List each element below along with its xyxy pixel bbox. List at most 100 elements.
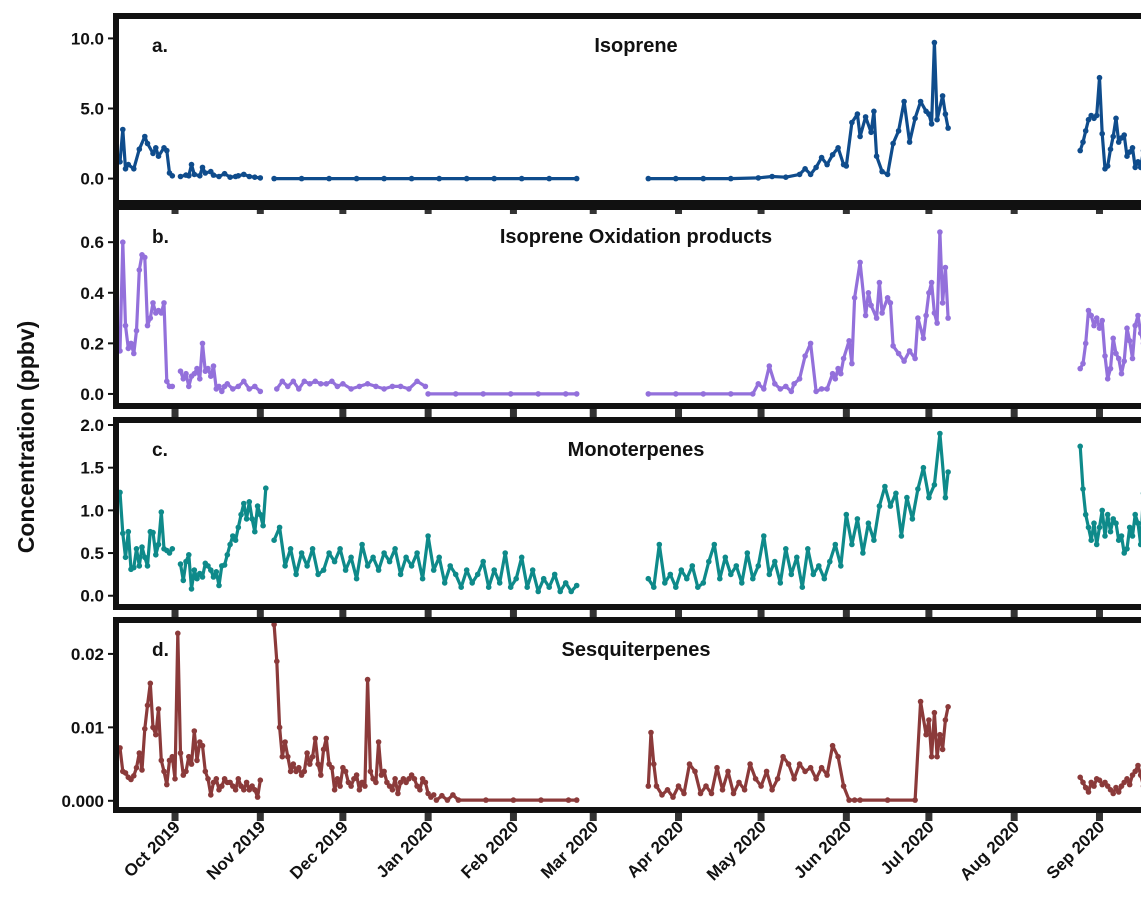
data-point [673,175,679,182]
data-point [232,537,239,543]
data-point [1129,145,1136,151]
data-point [535,391,541,397]
data-point [1113,115,1119,122]
data-point [323,381,330,387]
data-point [821,575,828,582]
data-point [183,558,189,565]
data-point [230,533,236,539]
data-point [342,768,349,775]
data-point [791,381,797,387]
data-point [1082,128,1089,134]
series-line [118,631,262,799]
data-point [884,797,891,803]
x-tick [842,409,850,417]
data-point [1080,360,1086,367]
data-point [392,776,398,782]
x-tick [1010,409,1018,417]
data-point [205,776,211,782]
data-point [271,621,277,628]
data-point [843,511,850,518]
data-point [945,125,951,131]
data-point [909,516,916,522]
data-point [285,383,291,390]
data-point [323,735,330,742]
data-point [373,383,379,390]
data-point [144,563,151,569]
x-tick [1010,610,1018,618]
data-point [1104,163,1111,169]
data-point [915,315,921,321]
data-point [158,757,165,764]
data-point [706,558,712,565]
data-point [862,312,869,319]
data-point [890,140,896,147]
data-point [227,541,233,548]
data-point [122,166,129,172]
data-point [406,386,412,392]
data-point [444,797,451,803]
panel-title: Isoprene [594,35,677,57]
data-point [1096,325,1103,332]
data-point [161,768,167,775]
data-point [125,345,132,352]
y-tick-label: 1.5 [80,459,104,478]
data-point [926,111,932,117]
x-tick [256,409,264,417]
data-point [865,290,872,296]
x-tick [339,409,347,417]
data-point [353,175,360,182]
data-point [208,567,214,573]
data-point [287,546,294,552]
x-tick [589,409,597,417]
data-point [926,290,932,296]
data-point [670,794,676,800]
data-point [367,768,374,775]
data-point [177,173,184,180]
data-point [120,530,126,537]
data-point [926,494,932,501]
data-point [1118,533,1125,539]
data-point [678,567,685,573]
data-point [271,537,277,543]
data-point [188,761,195,767]
data-point [662,580,668,586]
data-point [1124,546,1130,552]
data-point [937,430,943,437]
data-point [1099,317,1105,324]
data-point [150,724,156,731]
data-point [287,768,294,775]
data-point [304,563,310,569]
data-point [452,391,459,397]
data-point [939,93,946,99]
data-point [901,358,907,364]
data-point [290,761,297,767]
data-point [122,554,129,561]
data-point [142,133,148,140]
data-point [871,537,877,543]
data-point [337,783,343,789]
data-point [510,797,517,803]
data-point [205,563,211,569]
data-point [169,173,176,179]
data-point [136,563,143,569]
data-point [551,571,558,578]
series-line [648,230,950,396]
data-point [213,569,220,575]
data-point [664,787,671,793]
data-point [219,388,225,395]
data-point [1102,533,1108,539]
data-point [307,761,313,767]
data-point [887,503,894,509]
data-point [186,383,192,390]
data-point [219,783,225,789]
data-point [766,363,773,369]
data-point [945,469,951,475]
data-point [692,768,698,775]
data-point [818,386,825,392]
data-point [895,128,902,134]
data-point [835,365,841,372]
data-point [871,108,877,115]
data-point [430,567,437,573]
data-point [318,772,324,778]
